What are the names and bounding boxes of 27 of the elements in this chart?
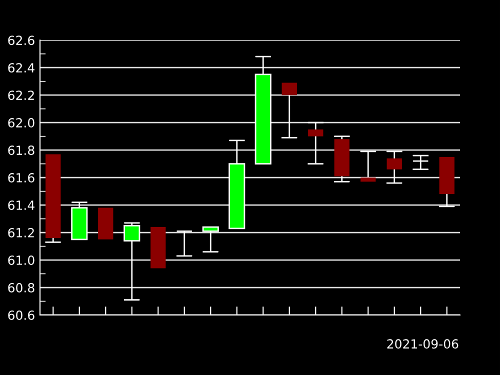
text: 2021-09-06 bbox=[387, 339, 458, 349]
y-tick-label: 62.4 bbox=[8, 63, 34, 73]
candlestick bbox=[98, 208, 114, 240]
candlestick bbox=[308, 122, 324, 165]
candlestick bbox=[202, 226, 219, 252]
y-tick-label: 62.0 bbox=[8, 118, 34, 128]
candlestick bbox=[334, 136, 350, 182]
candlestick bbox=[150, 227, 166, 268]
candlestick bbox=[412, 154, 429, 170]
candlestick bbox=[360, 150, 376, 182]
y-tick-label: 61.2 bbox=[8, 228, 34, 238]
y-tick-label: 62.6 bbox=[8, 36, 34, 46]
candlestick bbox=[176, 230, 193, 257]
y-tick-label: 60.6 bbox=[8, 310, 34, 320]
candlestick bbox=[71, 202, 88, 240]
candlestick bbox=[386, 150, 402, 184]
candlestick bbox=[438, 156, 455, 208]
candlestick bbox=[281, 82, 298, 138]
y-tick-label: 61.6 bbox=[8, 173, 34, 182]
y-tick-label: 61.0 bbox=[8, 255, 34, 265]
y-tick-label: 61.8 bbox=[8, 146, 34, 155]
y-tick-label: 60.8 bbox=[8, 282, 34, 292]
y-tick-label: 62.2 bbox=[8, 90, 34, 100]
candlestick bbox=[254, 56, 272, 165]
candlestick bbox=[124, 222, 140, 301]
candlestick bbox=[228, 140, 246, 230]
y-tick-label: 61.4 bbox=[8, 200, 34, 210]
